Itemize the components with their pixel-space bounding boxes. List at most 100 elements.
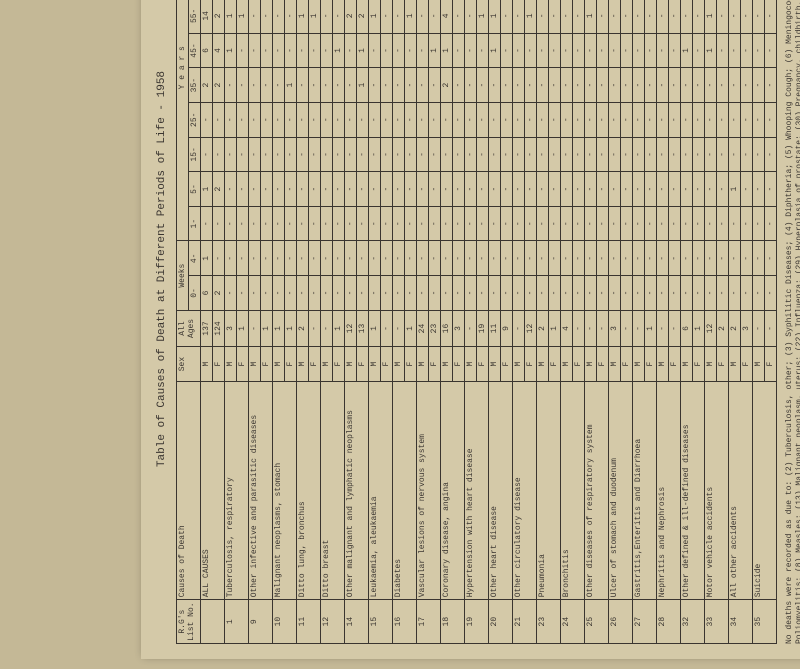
cell-value: - — [573, 172, 585, 207]
cell-value: - — [729, 0, 741, 33]
cell-value: - — [717, 206, 729, 241]
cell-value: - — [609, 172, 621, 207]
cell-value: - — [345, 68, 357, 103]
cell-value: 2 — [717, 310, 729, 346]
cell-value: - — [633, 33, 645, 68]
cell-value: - — [477, 276, 489, 311]
cell-value: - — [753, 0, 765, 33]
cell-value: - — [741, 241, 753, 276]
cell-value: 1 — [681, 33, 693, 68]
cell-value: - — [489, 102, 501, 137]
cell-value: - — [465, 310, 477, 346]
cell-value: - — [429, 68, 441, 103]
cell-value: - — [369, 241, 381, 276]
cell-value: - — [321, 137, 333, 172]
cell-list-no: 24 — [561, 600, 585, 644]
cell-value: - — [609, 0, 621, 33]
cell-value: - — [453, 33, 465, 68]
cell-sex-m: M — [633, 347, 645, 382]
cell-list-no: 35 — [753, 600, 777, 644]
cell-value: - — [525, 172, 537, 207]
cell-value: 13 — [357, 310, 369, 346]
cell-value: - — [465, 172, 477, 207]
cell-list-no: 26 — [609, 600, 633, 644]
cell-value: - — [321, 310, 333, 346]
cell-value: - — [213, 206, 225, 241]
cell-value: 12 — [705, 310, 717, 346]
cell-value: - — [645, 102, 657, 137]
cell-value: 1 — [369, 310, 381, 346]
cell-value: - — [657, 276, 669, 311]
cell-list-no: 20 — [489, 600, 513, 644]
cell-value: 1 — [585, 0, 597, 33]
cell-value: - — [393, 33, 405, 68]
col-y15: 15- — [189, 137, 201, 172]
cell-value: - — [405, 206, 417, 241]
cell-value: - — [537, 68, 549, 103]
cell-list-no: 12 — [321, 600, 345, 644]
cell-value: 12 — [525, 310, 537, 346]
cell-value: - — [657, 102, 669, 137]
cell-sex-f: F — [645, 347, 657, 382]
cell-value: - — [261, 0, 273, 33]
cell-value: - — [561, 0, 573, 33]
cell-value: - — [417, 68, 429, 103]
cell-value: - — [261, 172, 273, 207]
cell-cause: Motor vehicle accidents — [705, 381, 729, 599]
cell-value: - — [225, 68, 237, 103]
cell-value: - — [477, 68, 489, 103]
cell-value: - — [477, 206, 489, 241]
cell-value: - — [561, 33, 573, 68]
cell-value: - — [573, 137, 585, 172]
page-title: Table of Causes of Death at Different Pe… — [156, 0, 168, 644]
cell-cause: Ditto lung, bronchus — [297, 381, 321, 599]
cell-cause: Ditto breast — [321, 381, 345, 599]
cell-value: 1 — [549, 310, 561, 346]
cell-value: - — [393, 102, 405, 137]
cell-value: 3 — [609, 310, 621, 346]
cell-value: - — [453, 241, 465, 276]
cell-value: - — [585, 33, 597, 68]
table-row: 17Vascular lesions of nervous systemM24-… — [417, 0, 429, 644]
cell-value: - — [741, 172, 753, 207]
cell-value: - — [573, 276, 585, 311]
cell-value: - — [669, 137, 681, 172]
cell-value: - — [657, 310, 669, 346]
cell-list-no: 9 — [249, 600, 273, 644]
cell-sex-m: M — [225, 347, 237, 382]
cell-value: - — [297, 68, 309, 103]
table-row: 18Coronary disease, anginaM16------21441… — [441, 0, 453, 644]
col-y25: 25- — [189, 102, 201, 137]
cell-value: - — [321, 68, 333, 103]
cell-value: - — [273, 241, 285, 276]
cell-value: 1 — [645, 310, 657, 346]
cell-cause: Diabetes — [393, 381, 417, 599]
cell-value: 1 — [201, 172, 213, 207]
cell-value: - — [225, 206, 237, 241]
cell-value: 1 — [261, 310, 273, 346]
cell-value: 1 — [429, 33, 441, 68]
cell-value: - — [441, 241, 453, 276]
cell-value: - — [501, 172, 513, 207]
table-row: 20Other heart diseaseM11-------11189 — [489, 0, 501, 644]
cell-value: - — [237, 33, 249, 68]
cell-value: - — [321, 102, 333, 137]
cell-sex-m: M — [753, 347, 765, 382]
cell-value: - — [333, 68, 345, 103]
table-row: ALL CAUSESM13761-1--2614306122 — [201, 0, 213, 644]
cell-value: - — [681, 137, 693, 172]
cell-sex-m: M — [705, 347, 717, 382]
cell-value: - — [513, 68, 525, 103]
cell-value: - — [657, 0, 669, 33]
cell-value: - — [561, 172, 573, 207]
cell-value: - — [261, 102, 273, 137]
cell-value: - — [681, 241, 693, 276]
cell-value: - — [273, 276, 285, 311]
cell-value: - — [333, 241, 345, 276]
cell-value: 1 — [525, 0, 537, 33]
cell-value: 4 — [213, 33, 225, 68]
cell-value: - — [225, 172, 237, 207]
cell-sex-f: F — [333, 347, 345, 382]
cell-value: - — [597, 102, 609, 137]
cell-value: - — [693, 172, 705, 207]
